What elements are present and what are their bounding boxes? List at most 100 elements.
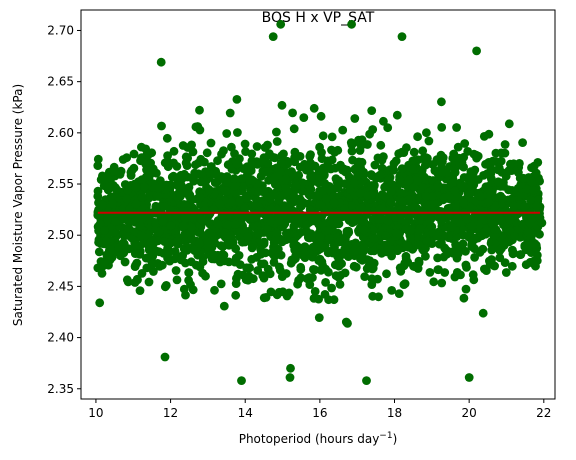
data-point — [138, 192, 147, 202]
data-point — [357, 203, 366, 213]
data-point — [348, 247, 358, 256]
data-point — [413, 132, 422, 142]
data-point — [462, 214, 472, 224]
data-point — [290, 157, 300, 167]
data-point — [455, 160, 465, 170]
data-point — [270, 180, 280, 189]
data-point — [118, 155, 128, 164]
data-point — [314, 200, 324, 210]
data-point — [269, 250, 278, 260]
data-point — [395, 175, 404, 185]
data-point — [160, 352, 170, 362]
data-point — [500, 258, 510, 267]
data-point — [496, 156, 506, 166]
data-point — [379, 206, 389, 216]
data-point — [398, 197, 407, 206]
data-point — [129, 149, 139, 159]
data-point — [219, 301, 229, 311]
data-point — [103, 215, 112, 225]
data-point — [349, 261, 359, 271]
data-point — [327, 132, 337, 142]
data-point — [164, 248, 173, 258]
data-point — [306, 184, 316, 194]
data-point — [369, 234, 379, 244]
data-point — [123, 277, 133, 287]
data-point — [154, 227, 164, 237]
data-point — [169, 171, 178, 181]
data-point — [487, 178, 497, 188]
data-point — [266, 216, 275, 226]
data-point — [317, 154, 327, 164]
data-point — [397, 164, 407, 174]
data-point — [314, 256, 324, 265]
data-point — [130, 249, 140, 258]
data-point — [321, 278, 330, 287]
data-point — [418, 146, 428, 156]
data-point — [373, 153, 383, 163]
data-point — [195, 192, 205, 202]
data-point — [415, 223, 425, 233]
data-point — [359, 225, 369, 235]
data-point — [461, 246, 470, 256]
y-tick-label: 2.60 — [47, 126, 74, 140]
x-tick-label: 18 — [387, 406, 402, 420]
data-point — [277, 151, 287, 161]
data-point — [296, 264, 306, 274]
x-axis-label: Photoperiod (hours day−1) — [239, 431, 398, 446]
data-point — [501, 268, 511, 277]
data-point — [237, 376, 246, 385]
data-point — [235, 260, 245, 269]
data-point — [506, 194, 516, 204]
data-point — [359, 167, 368, 177]
data-point — [421, 192, 431, 201]
data-point — [137, 269, 147, 278]
data-point — [149, 267, 158, 276]
data-point — [451, 240, 460, 250]
data-point — [215, 199, 225, 209]
y-tick-label: 2.70 — [47, 23, 74, 37]
data-point — [296, 227, 306, 237]
data-point — [152, 246, 161, 256]
data-point — [496, 244, 506, 254]
data-point — [386, 236, 395, 246]
data-point — [299, 113, 309, 122]
chart-title: BOS H x VP_SAT — [262, 10, 375, 26]
data-point — [227, 142, 236, 152]
data-point — [483, 169, 492, 179]
data-point — [156, 57, 166, 67]
data-point — [453, 142, 463, 152]
x-tick-label: 16 — [312, 406, 327, 420]
data-point — [425, 268, 435, 277]
data-point — [93, 191, 103, 201]
data-point — [310, 265, 320, 275]
data-point — [367, 106, 377, 115]
data-point — [409, 147, 419, 157]
x-tick-label: 20 — [462, 406, 477, 420]
data-point — [346, 138, 356, 148]
data-point — [273, 244, 283, 254]
data-point — [347, 19, 356, 29]
data-point — [394, 289, 404, 298]
data-point — [220, 186, 230, 195]
data-point — [269, 189, 279, 199]
data-point — [153, 236, 163, 246]
data-point — [340, 244, 350, 254]
data-point — [250, 212, 260, 222]
data-point — [432, 231, 442, 241]
x-tick-label: 10 — [88, 406, 103, 420]
data-point — [120, 257, 130, 267]
data-point — [447, 222, 457, 232]
data-point — [231, 290, 241, 300]
data-point — [135, 221, 145, 231]
data-point — [329, 191, 339, 201]
data-point — [399, 280, 409, 289]
data-point — [409, 182, 419, 192]
data-point — [135, 286, 145, 295]
data-point — [363, 191, 373, 200]
data-point — [239, 212, 249, 222]
data-point — [324, 267, 333, 277]
x-axis: 10 12 14 16 18 20 22 — [88, 399, 551, 420]
data-point — [387, 179, 397, 189]
data-point — [463, 147, 473, 156]
data-point — [522, 239, 532, 249]
